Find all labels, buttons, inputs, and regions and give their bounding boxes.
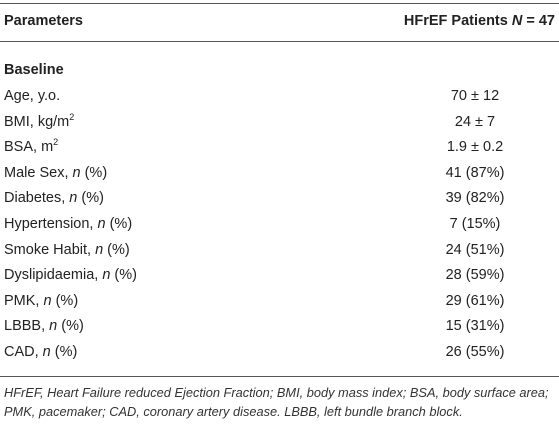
row-label: Diabetes, n (%) (4, 186, 104, 210)
section-label-baseline: Baseline (4, 62, 64, 78)
table-footnote: HFrEF, Heart Failure reduced Ejection Fr… (4, 385, 549, 419)
row-label-italic: n (42, 344, 51, 360)
table-row: Smoke Habit, n (%) 24 (51%) (0, 238, 559, 262)
row-label: Dyslipidaemia, n (%) (4, 263, 137, 287)
row-label-suffix: (%) (50, 344, 78, 360)
header-n-symbol: N (511, 13, 523, 29)
row-label-suffix: (%) (103, 241, 130, 258)
row-label-suffix: (%) (80, 164, 108, 181)
row-value: 28 (59%) (445, 267, 505, 284)
row-label-text: BMI, kg/m (4, 113, 70, 130)
header-n-value: = 47 (522, 13, 555, 29)
table-header-rule (0, 41, 559, 42)
table-row: Hypertension, n (%) 7 (15%) (0, 212, 559, 236)
table-row: Age, y.o. 70 ± 12 (0, 84, 559, 108)
row-label-text: LBBB, (4, 318, 50, 335)
table-row: PMK, n (%) 29 (61%) (0, 289, 559, 313)
row-value: 70 ± 12 (450, 88, 500, 104)
row-value: 39 (82%) (445, 190, 505, 207)
section-row-baseline: Baseline (0, 58, 559, 82)
row-label-text: Male Sex, (4, 164, 73, 181)
header-group: HFrEF Patients N = 47 (404, 9, 555, 33)
table-row: CAD, n (%) 26 (55%) (0, 340, 559, 364)
row-label-text: CAD, (4, 344, 43, 360)
row-label: LBBB, n (%) (4, 314, 84, 338)
row-label: Hypertension, n (%) (4, 212, 132, 236)
row-label: PMK, n (%) (4, 289, 78, 313)
row-label-italic: n (95, 241, 104, 258)
row-value: 41 (87%) (445, 164, 505, 181)
row-label: BSA, m2 (4, 135, 58, 159)
row-label-italic: n (43, 292, 52, 309)
row-label-suffix: (%) (110, 267, 137, 284)
row-label-suffix: (%) (57, 318, 84, 335)
table-header-row: Parameters HFrEF Patients N = 47 (0, 9, 559, 33)
table-row: Dyslipidaemia, n (%) 28 (59%) (0, 263, 559, 287)
row-label-text: Smoke Habit, (4, 241, 96, 258)
row-value: 15 (31%) (445, 318, 505, 335)
table-row: Diabetes, n (%) 39 (82%) (0, 186, 559, 210)
row-label: CAD, n (%) (4, 340, 77, 364)
row-label-superscript: 2 (53, 137, 59, 148)
row-label: Age, y.o. (4, 84, 60, 108)
row-value: 29 (61%) (445, 292, 505, 309)
table-top-rule (0, 3, 559, 4)
table-row: BMI, kg/m2 24 ± 7 (0, 110, 559, 134)
row-label-italic: n (69, 190, 78, 207)
row-label-italic: n (102, 267, 111, 284)
row-value: 26 (55%) (445, 344, 505, 360)
header-group-prefix: HFrEF Patients (403, 13, 512, 29)
row-label-text: Diabetes, (4, 190, 70, 207)
row-label-text: BSA, m (4, 139, 54, 156)
row-label-suffix: (%) (77, 190, 104, 207)
row-label: BMI, kg/m2 (4, 110, 74, 134)
row-label-text: Dyslipidaemia, (4, 267, 103, 284)
row-label-text: Hypertension, (4, 216, 98, 232)
row-label-text: PMK, (4, 292, 44, 309)
row-label-italic: n (97, 216, 106, 232)
row-value: 24 ± 7 (454, 113, 496, 130)
row-value: 24 (51%) (445, 241, 505, 258)
header-parameters: Parameters (4, 13, 83, 29)
table-row: BSA, m2 1.9 ± 0.2 (0, 135, 559, 159)
table-bottom-rule (0, 376, 559, 377)
row-label-superscript: 2 (69, 111, 75, 122)
row-label-suffix: (%) (105, 216, 133, 232)
row-label: Male Sex, n (%) (4, 161, 107, 185)
row-label-italic: n (49, 318, 58, 335)
row-label-suffix: (%) (51, 292, 79, 309)
table-row: LBBB, n (%) 15 (31%) (0, 314, 559, 338)
row-label-italic: n (72, 164, 81, 181)
row-label-text: Age, y.o. (4, 88, 61, 104)
table-row: Male Sex, n (%) 41 (87%) (0, 161, 559, 185)
row-value: 1.9 ± 0.2 (446, 139, 504, 156)
row-value: 7 (15%) (449, 216, 501, 232)
row-label: Smoke Habit, n (%) (4, 238, 130, 262)
